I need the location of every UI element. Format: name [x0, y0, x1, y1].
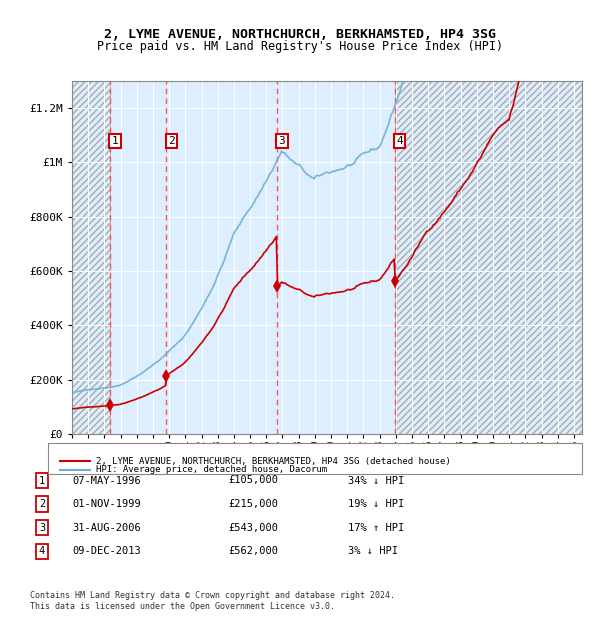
Text: 3% ↓ HPI: 3% ↓ HPI — [348, 546, 398, 556]
Text: £105,000: £105,000 — [228, 476, 278, 485]
Text: 4: 4 — [396, 136, 403, 146]
Text: 2: 2 — [168, 136, 175, 146]
Text: 2: 2 — [39, 499, 45, 509]
Text: Contains HM Land Registry data © Crown copyright and database right 2024.
This d: Contains HM Land Registry data © Crown c… — [30, 591, 395, 611]
Text: £215,000: £215,000 — [228, 499, 278, 509]
Text: 34% ↓ HPI: 34% ↓ HPI — [348, 476, 404, 485]
Text: 17% ↑ HPI: 17% ↑ HPI — [348, 523, 404, 533]
Text: 01-NOV-1999: 01-NOV-1999 — [72, 499, 141, 509]
Text: 09-DEC-2013: 09-DEC-2013 — [72, 546, 141, 556]
Text: 2, LYME AVENUE, NORTHCHURCH, BERKHAMSTED, HP4 3SG (detached house): 2, LYME AVENUE, NORTHCHURCH, BERKHAMSTED… — [96, 457, 451, 466]
Text: 31-AUG-2006: 31-AUG-2006 — [72, 523, 141, 533]
Text: 3: 3 — [278, 136, 286, 146]
Text: 4: 4 — [39, 546, 45, 556]
Text: 1: 1 — [112, 136, 118, 146]
Bar — [72, 81, 110, 434]
Text: HPI: Average price, detached house, Dacorum: HPI: Average price, detached house, Daco… — [96, 466, 327, 474]
Text: £543,000: £543,000 — [228, 523, 278, 533]
Bar — [72, 81, 110, 434]
Text: 3: 3 — [39, 523, 45, 533]
Text: 2, LYME AVENUE, NORTHCHURCH, BERKHAMSTED, HP4 3SG: 2, LYME AVENUE, NORTHCHURCH, BERKHAMSTED… — [104, 28, 496, 41]
Text: £562,000: £562,000 — [228, 546, 278, 556]
Text: 19% ↓ HPI: 19% ↓ HPI — [348, 499, 404, 509]
Text: 07-MAY-1996: 07-MAY-1996 — [72, 476, 141, 485]
Text: 1: 1 — [39, 476, 45, 485]
Bar — [395, 81, 582, 434]
Text: Price paid vs. HM Land Registry's House Price Index (HPI): Price paid vs. HM Land Registry's House … — [97, 40, 503, 53]
